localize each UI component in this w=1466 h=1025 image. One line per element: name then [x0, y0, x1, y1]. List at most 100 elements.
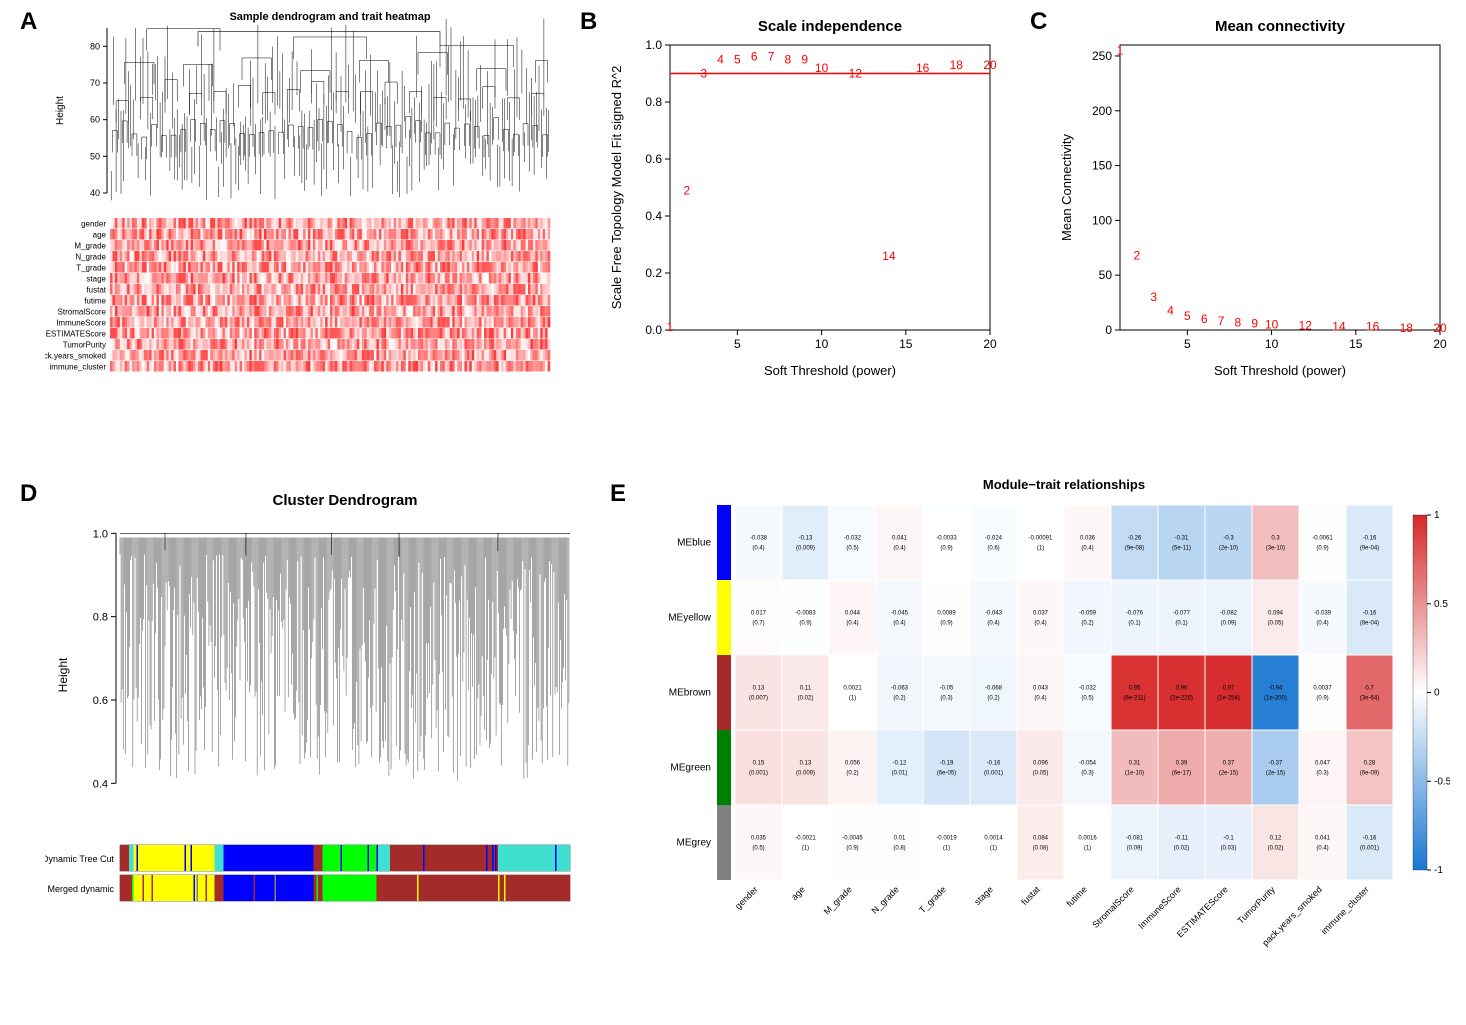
svg-text:futime: futime [84, 296, 106, 305]
svg-text:0.96: 0.96 [1176, 686, 1188, 692]
svg-text:(0.08): (0.08) [1033, 846, 1049, 852]
svg-text:(0.5): (0.5) [752, 846, 764, 852]
svg-text:-0.0019: -0.0019 [936, 836, 957, 842]
svg-text:gender: gender [733, 884, 760, 911]
svg-text:(0.02): (0.02) [798, 696, 814, 702]
svg-text:1.0: 1.0 [93, 528, 108, 540]
svg-text:-0.0045: -0.0045 [842, 836, 863, 842]
svg-text:0.6: 0.6 [645, 152, 662, 166]
svg-text:StromalScore: StromalScore [1090, 884, 1136, 930]
svg-text:9: 9 [1251, 316, 1258, 330]
svg-text:immune_cluster: immune_cluster [1319, 884, 1371, 936]
svg-text:0.11: 0.11 [800, 686, 812, 692]
svg-text:1.0: 1.0 [645, 38, 662, 52]
svg-text:N_grade: N_grade [869, 884, 900, 915]
panel-d-svg: Cluster Dendrogram0.40.60.81.0HeightDyna… [45, 485, 585, 1005]
svg-text:Sample dendrogram and trait he: Sample dendrogram and trait heatmap [229, 11, 430, 23]
svg-text:-0.059: -0.059 [1079, 611, 1097, 617]
svg-text:(9e-04): (9e-04) [1360, 546, 1379, 552]
svg-text:(0.009): (0.009) [796, 546, 815, 552]
svg-text:-0.038: -0.038 [750, 536, 768, 542]
svg-text:-0.039: -0.039 [1314, 611, 1332, 617]
svg-text:-0.0083: -0.0083 [795, 611, 816, 617]
svg-text:8: 8 [785, 52, 792, 66]
svg-text:0.044: 0.044 [845, 611, 861, 617]
svg-text:20: 20 [1433, 337, 1447, 351]
svg-text:(0.009): (0.009) [796, 771, 815, 777]
svg-text:16: 16 [916, 61, 930, 75]
svg-text:(0.5): (0.5) [846, 546, 858, 552]
svg-text:-0.19: -0.19 [940, 761, 954, 767]
panel-b-label: B [580, 8, 597, 36]
svg-text:10: 10 [1265, 318, 1279, 332]
svg-text:-0.05: -0.05 [940, 686, 954, 692]
svg-text:(0.4): (0.4) [987, 621, 999, 627]
svg-text:0.035: 0.035 [751, 836, 767, 842]
svg-text:-0.37: -0.37 [1269, 761, 1283, 767]
panel-c-svg: Mean connectivity5101520050100150200250S… [1055, 15, 1455, 385]
svg-text:Scale Free Topology Model Fit: Scale Free Topology Model Fit signed R^2 [609, 66, 624, 310]
svg-text:0.2: 0.2 [645, 266, 662, 280]
svg-text:200: 200 [1092, 104, 1112, 118]
svg-text:Dynamic Tree Cut: Dynamic Tree Cut [45, 854, 114, 864]
svg-text:0.5: 0.5 [1434, 599, 1448, 610]
svg-text:(0.4): (0.4) [1316, 846, 1328, 852]
svg-text:(0.09): (0.09) [1221, 621, 1237, 627]
svg-text:-0.1: -0.1 [1223, 836, 1234, 842]
svg-text:0.4: 0.4 [645, 209, 662, 223]
svg-text:MEblue: MEblue [677, 538, 711, 549]
svg-text:-0.5: -0.5 [1434, 776, 1450, 787]
svg-text:-0.16: -0.16 [1363, 611, 1377, 617]
svg-text:(0.7): (0.7) [752, 621, 764, 627]
svg-text:0.01: 0.01 [894, 836, 906, 842]
svg-text:Mean Connectivity: Mean Connectivity [1059, 134, 1074, 241]
svg-text:10: 10 [815, 337, 829, 351]
svg-text:(0.4): (0.4) [752, 546, 764, 552]
svg-text:0.6: 0.6 [93, 695, 108, 707]
svg-text:0.043: 0.043 [1033, 686, 1049, 692]
svg-text:15: 15 [899, 337, 913, 351]
svg-text:ESTIMATEScore: ESTIMATEScore [1175, 884, 1230, 939]
svg-text:6: 6 [751, 49, 758, 63]
svg-text:16: 16 [1366, 320, 1380, 334]
svg-text:(0.9): (0.9) [940, 621, 952, 627]
svg-text:20: 20 [1433, 321, 1447, 335]
svg-text:-0.082: -0.082 [1220, 611, 1238, 617]
svg-text:M_grade: M_grade [822, 884, 854, 916]
svg-text:18: 18 [950, 58, 964, 72]
svg-text:1: 1 [667, 320, 674, 334]
svg-text:7: 7 [768, 49, 775, 63]
svg-text:0.047: 0.047 [1315, 761, 1331, 767]
svg-text:150: 150 [1092, 159, 1112, 173]
svg-text:(0.4): (0.4) [893, 621, 905, 627]
svg-text:0.31: 0.31 [1129, 761, 1141, 767]
svg-text:0.0016: 0.0016 [1078, 836, 1097, 842]
svg-text:Module−trait relationships: Module−trait relationships [983, 477, 1145, 492]
svg-text:0: 0 [1434, 688, 1440, 699]
svg-text:-0.13: -0.13 [799, 536, 813, 542]
svg-text:(1e-200): (1e-200) [1264, 696, 1287, 702]
svg-text:8: 8 [1235, 315, 1242, 329]
svg-text:(2e-15): (2e-15) [1219, 771, 1238, 777]
svg-text:0.8: 0.8 [645, 95, 662, 109]
svg-text:(0.2): (0.2) [987, 696, 999, 702]
svg-text:pack.years_smoked: pack.years_smoked [45, 351, 106, 360]
svg-text:0.041: 0.041 [1315, 836, 1331, 842]
svg-text:-0.076: -0.076 [1126, 611, 1144, 617]
svg-text:(0.3): (0.3) [940, 696, 952, 702]
svg-text:(0.2): (0.2) [893, 696, 905, 702]
panel-c-label: C [1030, 8, 1047, 36]
svg-text:0.0: 0.0 [645, 323, 662, 337]
svg-text:60: 60 [90, 115, 100, 125]
svg-text:20: 20 [983, 337, 997, 351]
svg-text:10: 10 [1265, 337, 1279, 351]
svg-text:stage: stage [972, 884, 995, 907]
svg-text:0.95: 0.95 [1129, 686, 1141, 692]
svg-text:(0.001): (0.001) [749, 771, 768, 777]
svg-text:-0.16: -0.16 [1363, 836, 1377, 842]
svg-text:(1e-10): (1e-10) [1125, 771, 1144, 777]
svg-text:9: 9 [801, 52, 808, 66]
svg-text:1: 1 [1117, 43, 1124, 57]
svg-text:0.037: 0.037 [1033, 611, 1049, 617]
svg-text:Soft Threshold (power): Soft Threshold (power) [764, 363, 896, 378]
